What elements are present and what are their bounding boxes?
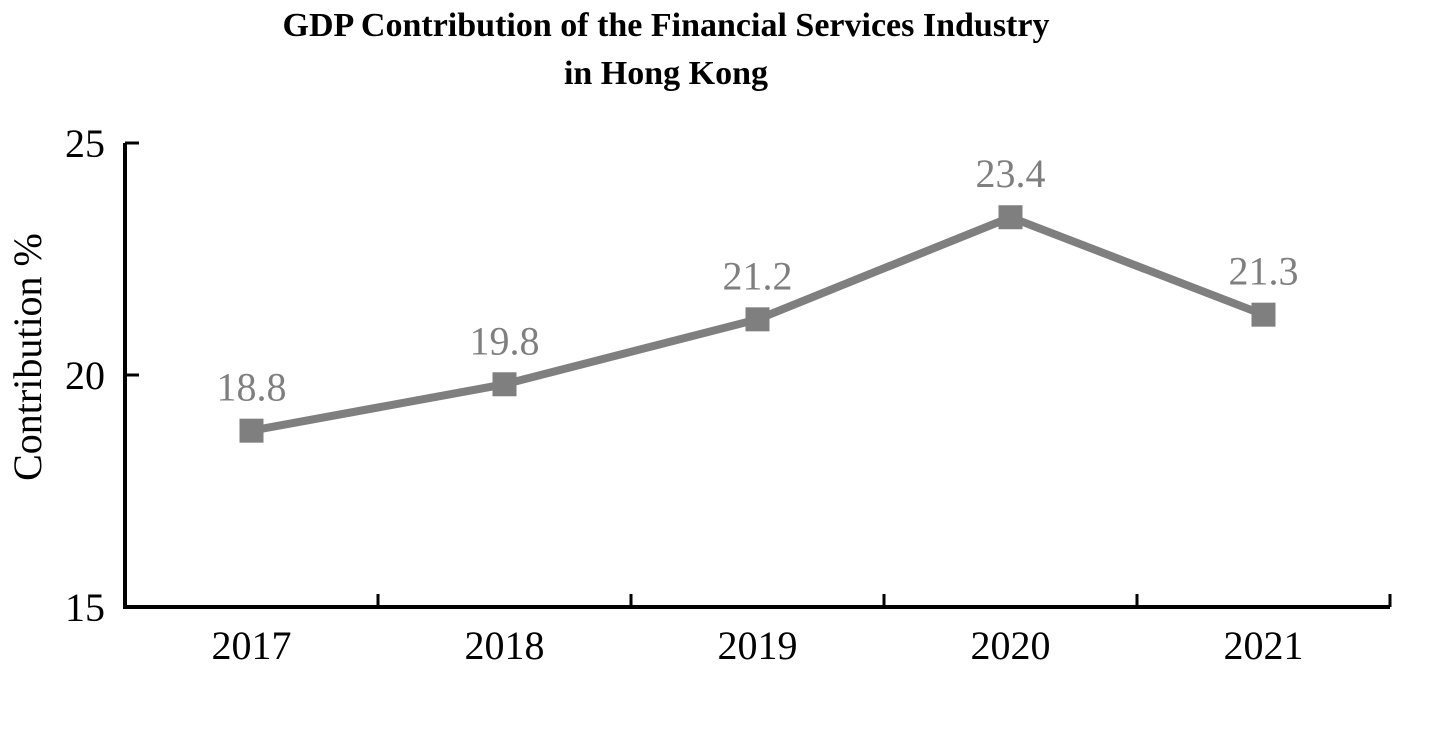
data-point-marker <box>492 372 517 397</box>
chart-title-line-2: in Hong Kong <box>563 55 769 92</box>
y-tick-label: 20 <box>65 353 105 398</box>
data-point-marker <box>745 307 770 332</box>
data-point-label: 19.8 <box>470 318 540 363</box>
x-tick-label: 2021 <box>1224 623 1304 668</box>
data-point-marker <box>239 418 264 443</box>
x-tick-label: 2019 <box>718 623 798 668</box>
y-tick-label: 15 <box>65 585 105 630</box>
y-tick-label: 25 <box>65 121 105 166</box>
chart-title: GDP Contribution of the Financial Servic… <box>0 2 1332 98</box>
chart-title-line-1: GDP Contribution of the Financial Servic… <box>282 7 1050 44</box>
x-tick-label: 2018 <box>465 623 545 668</box>
x-tick-label: 2017 <box>212 623 292 668</box>
data-point-label: 23.4 <box>976 151 1046 196</box>
x-tick-label: 2020 <box>971 623 1051 668</box>
data-point-label: 21.2 <box>723 253 793 298</box>
data-point-marker <box>1251 302 1276 327</box>
data-point-label: 21.3 <box>1229 249 1299 294</box>
data-point-label: 18.8 <box>217 365 287 410</box>
data-point-marker <box>998 205 1023 230</box>
